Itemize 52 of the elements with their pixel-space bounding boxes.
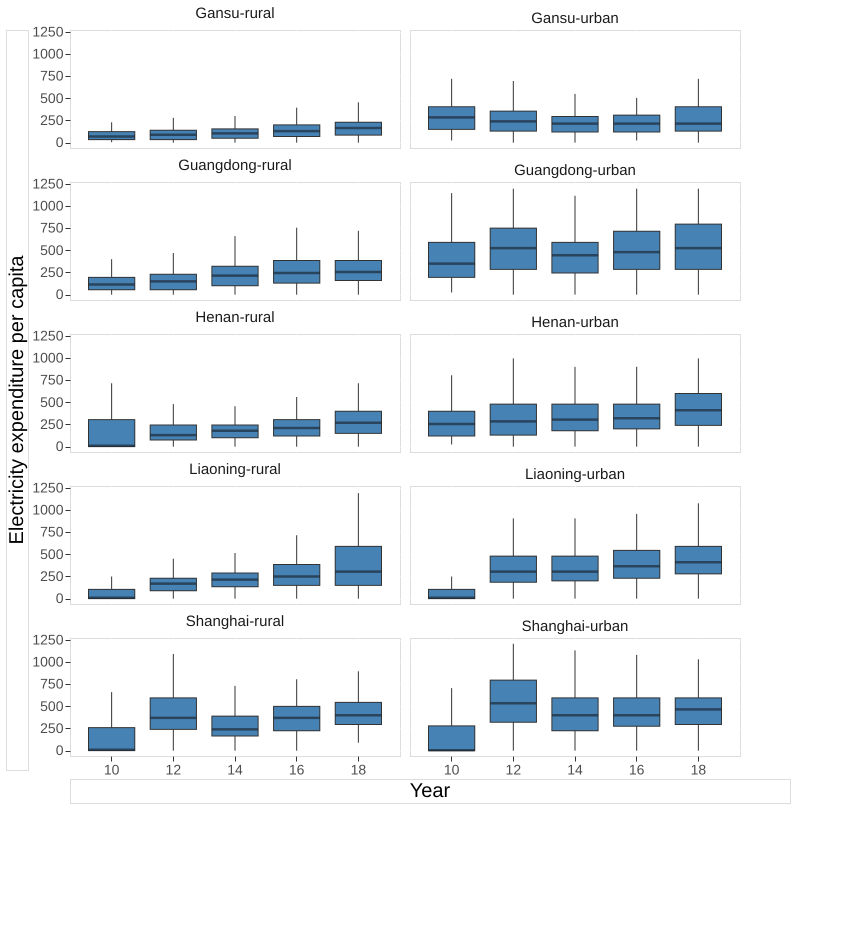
y-tick-label: 1250 (32, 23, 64, 40)
chart-title: Guangdong-rural (178, 156, 292, 174)
x-tick-label: 14 (227, 762, 243, 778)
x-tick-label: 14 (567, 762, 583, 778)
chart-title: Henan-urban (531, 314, 619, 331)
chart-title: Henan-rural (195, 308, 275, 326)
x-tick-label: 18 (690, 762, 706, 778)
y-tick-label: 500 (40, 242, 64, 258)
y-tick-label: 0 (56, 286, 64, 302)
chart-title: Gansu-urban (531, 10, 619, 27)
x-tick-label: 12 (166, 762, 182, 778)
chart-title: Liaoning-rural (189, 460, 281, 478)
y-tick-label: 750 (40, 220, 64, 236)
y-tick-label: 0 (56, 134, 64, 150)
x-tick-label: 18 (350, 762, 366, 778)
x-tick-label: 12 (506, 762, 522, 778)
y-tick-label: 500 (40, 394, 64, 410)
y-tick-label: 750 (40, 524, 64, 540)
chart-title: Guangdong-urban (514, 162, 636, 179)
y-tick-label: 250 (40, 112, 64, 128)
y-tick-label: 250 (40, 416, 64, 432)
y-tick-label: 1000 (32, 197, 64, 214)
y-tick-label: 1000 (32, 349, 64, 366)
y-tick-label: 250 (40, 264, 64, 280)
y-tick-label: 1250 (32, 479, 64, 496)
y-tick-label: 0 (56, 438, 64, 454)
y-tick-label: 1000 (32, 45, 64, 62)
x-tick-label: 10 (104, 762, 120, 778)
x-axis-title: Year (410, 780, 451, 802)
y-tick-label: 1250 (32, 175, 64, 192)
x-tick-label: 10 (444, 762, 460, 778)
chart-title: Shanghai-urban (522, 618, 628, 635)
y-tick-label: 500 (40, 698, 64, 714)
y-tick-label: 1250 (32, 631, 64, 648)
y-tick-label: 500 (40, 90, 64, 106)
y-tick-label: 1000 (32, 653, 64, 670)
chart-title: Shanghai-rural (186, 612, 284, 630)
y-tick-label: 250 (40, 720, 64, 736)
y-tick-label: 0 (56, 590, 64, 606)
x-tick-label: 16 (288, 762, 305, 778)
chart-title: Liaoning-urban (524, 466, 626, 483)
y-tick-label: 1000 (32, 501, 64, 518)
y-tick-label: 500 (40, 546, 64, 562)
y-tick-label: 0 (56, 742, 64, 758)
y-axis-title: Electricity expenditure per capita (6, 254, 28, 545)
y-tick-label: 750 (40, 68, 64, 84)
chart-title: Gansu-rural (195, 4, 275, 22)
y-tick-label: 1250 (32, 327, 64, 344)
x-tick-label: 16 (628, 762, 645, 778)
y-tick-label: 250 (40, 568, 64, 584)
y-tick-label: 750 (40, 676, 64, 692)
y-tick-label: 750 (40, 372, 64, 388)
